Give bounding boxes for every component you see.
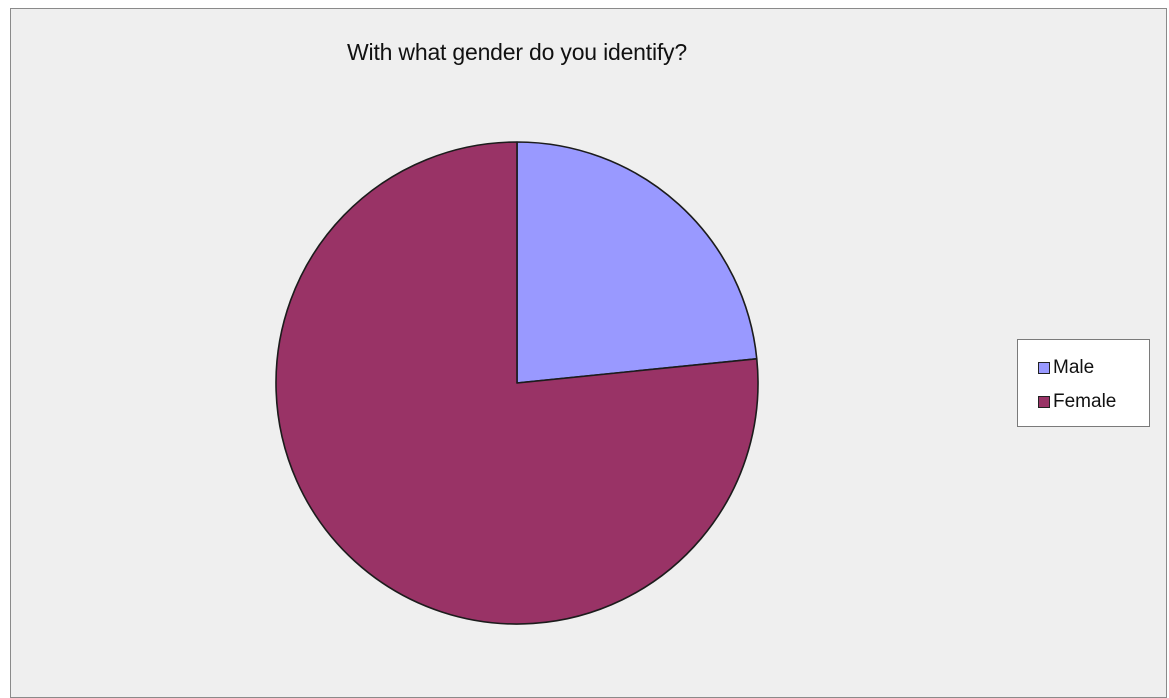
legend-swatch-female — [1038, 396, 1050, 408]
legend-item-female: Female — [1038, 385, 1149, 419]
legend: Male Female — [1017, 339, 1150, 427]
pie-chart — [275, 141, 759, 625]
legend-item-male: Male — [1038, 351, 1149, 385]
legend-label-male: Male — [1053, 357, 1095, 378]
chart-title: With what gender do you identify? — [347, 39, 687, 65]
legend-swatch-male — [1038, 362, 1050, 374]
legend-label-female: Female — [1053, 391, 1117, 412]
chart-area: With what gender do you identify? Male F… — [10, 8, 1167, 698]
pie-slice-female — [275, 141, 759, 625]
pie-slice-male — [516, 141, 758, 384]
